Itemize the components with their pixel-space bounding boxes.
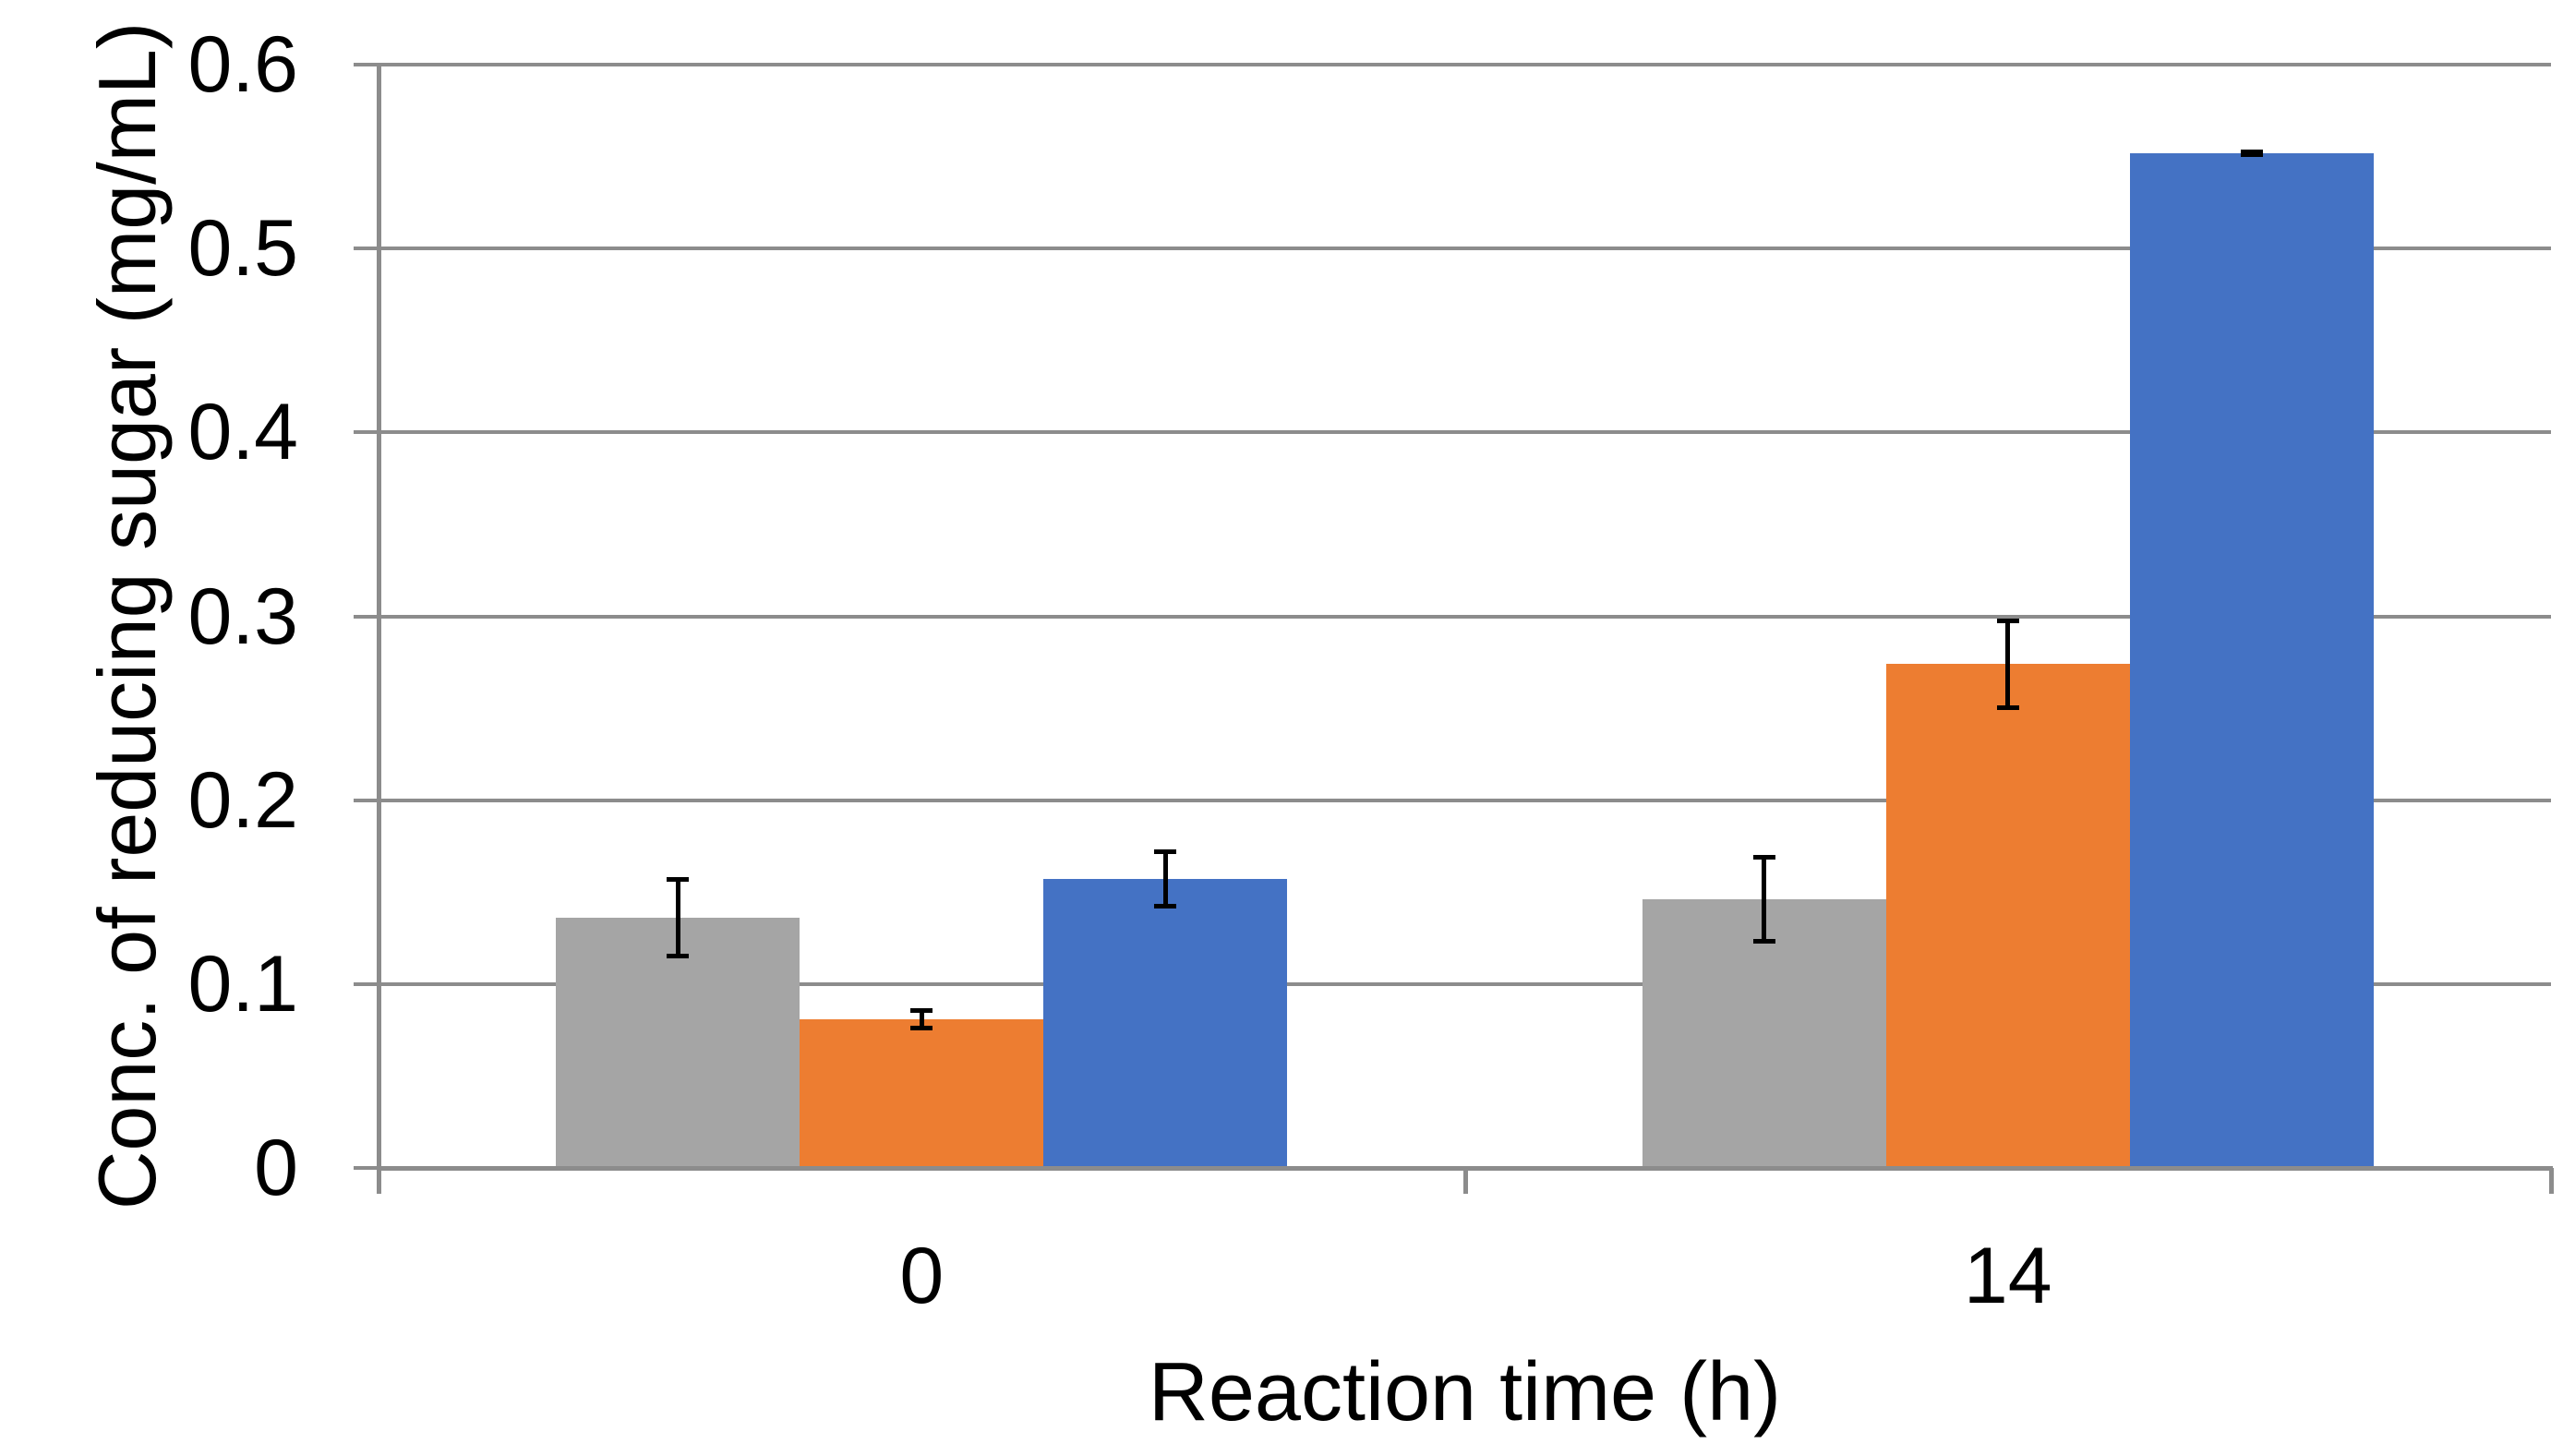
- error-bar-stem: [919, 1007, 924, 1030]
- bar-orange: [1885, 664, 2130, 1168]
- error-bar: [910, 1007, 933, 1030]
- error-bar-cap-bottom: [667, 953, 690, 958]
- x-category-label: 14: [1963, 1232, 2052, 1320]
- gridline: [379, 614, 2551, 619]
- y-tick-label: 0.4: [187, 388, 298, 477]
- y-tick: [354, 798, 379, 802]
- y-tick: [354, 981, 379, 986]
- y-tick-label: 0.5: [187, 204, 298, 294]
- y-tick-label: 0.6: [187, 20, 298, 109]
- error-bar-cap-top: [1752, 855, 1775, 860]
- error-bar: [1752, 855, 1775, 945]
- error-bar-cap-bottom: [910, 1025, 933, 1030]
- bar-blue: [1043, 879, 1288, 1168]
- error-bar-cap-top: [1996, 618, 2019, 623]
- y-tick-label: 0: [254, 1124, 298, 1212]
- x-axis-line: [379, 1166, 2553, 1171]
- error-bar: [2240, 149, 2263, 157]
- error-bar: [1154, 849, 1177, 909]
- gridline: [379, 247, 2551, 251]
- gridline: [379, 430, 2551, 435]
- error-bar-stem: [1162, 849, 1168, 909]
- error-bar-cap-bottom: [2240, 151, 2263, 157]
- x-axis-title: Reaction time (h): [1148, 1346, 1782, 1438]
- y-tick-label: 0.2: [187, 755, 298, 845]
- error-bar-cap-bottom: [1154, 904, 1177, 909]
- y-axis-line: [377, 65, 381, 1194]
- y-tick-label: 0.3: [187, 572, 298, 661]
- x-category-label: 0: [899, 1232, 945, 1320]
- bar-gray: [556, 918, 800, 1168]
- bar-group: [1465, 65, 2552, 1168]
- error-bar-cap-top: [1154, 849, 1177, 855]
- error-bar: [1996, 618, 2019, 711]
- gridline: [379, 798, 2551, 802]
- error-bar-stem: [675, 877, 680, 958]
- gridline: [379, 63, 2551, 66]
- bar-orange: [800, 1018, 1044, 1168]
- error-bar: [667, 877, 690, 958]
- error-bar-cap-top: [667, 877, 690, 883]
- error-bar-cap-top: [2240, 149, 2263, 154]
- error-bar-cap-bottom: [1996, 705, 2019, 711]
- x-tick: [1462, 1168, 1468, 1194]
- error-bar-cap-top: [910, 1007, 933, 1013]
- error-bar-cap-bottom: [1752, 939, 1775, 945]
- bar-gray: [1642, 899, 1886, 1168]
- bar-blue: [2129, 152, 2374, 1168]
- y-tick: [354, 430, 379, 435]
- y-tick: [354, 63, 379, 66]
- y-tick-label: 0.1: [187, 939, 298, 1029]
- bar-group: [379, 65, 1465, 1168]
- error-bar-stem: [2005, 618, 2011, 711]
- y-tick: [354, 1166, 379, 1170]
- gridline: [379, 981, 2551, 986]
- y-tick: [354, 614, 379, 619]
- y-tick: [354, 247, 379, 251]
- error-bar-stem: [1762, 855, 1767, 945]
- x-tick: [2549, 1168, 2554, 1194]
